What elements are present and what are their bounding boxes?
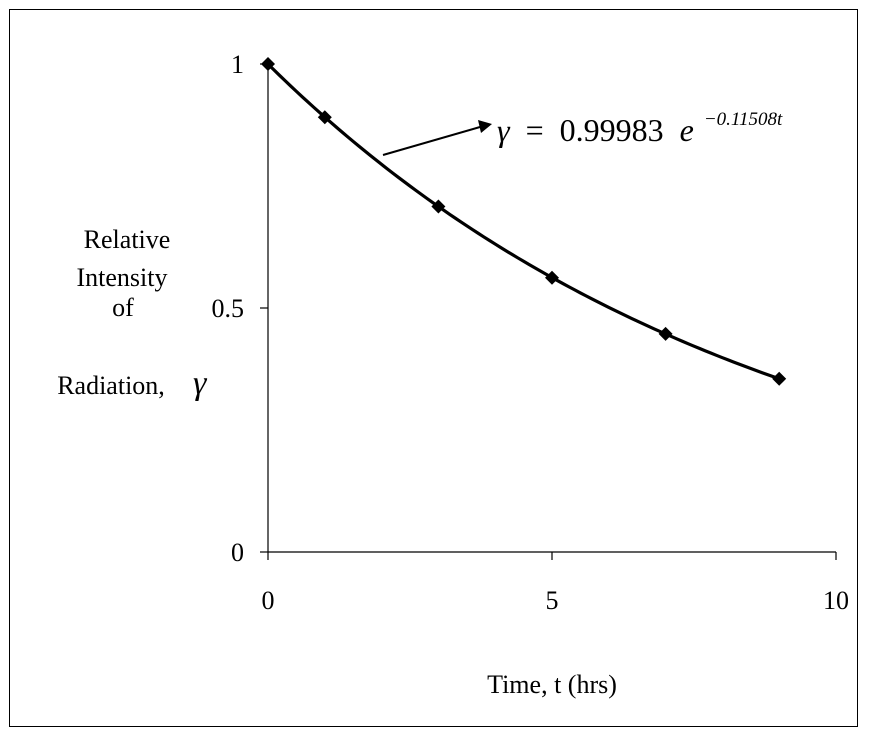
x-tick-label: 0 [262, 586, 275, 615]
y-axis-label-line-3: of [112, 293, 134, 322]
equation-coefficient: 0.99983 [560, 112, 664, 148]
y-axis-label-symbol: γ [193, 365, 208, 402]
equation-lhs: γ [497, 112, 511, 148]
y-axis-label-line-2: Intensity [77, 263, 168, 292]
data-point [658, 326, 673, 341]
y-tick-label: 0 [231, 538, 244, 567]
data-point [545, 270, 559, 285]
equation-arrow-line [382, 126, 481, 156]
data-points [261, 57, 787, 386]
x-axis-label: Time, t (hrs) [487, 670, 617, 699]
equation-base: e [680, 112, 694, 148]
y-axis-label-line-1: Relative [84, 225, 171, 254]
equation-label: γ = 0.99983 e −0.11508t [497, 109, 783, 148]
x-tick-label: 5 [546, 586, 559, 615]
equation-equals: = [526, 112, 544, 148]
y-tick-label: 0.5 [212, 294, 245, 323]
fit-curve-group [266, 62, 780, 381]
data-point [431, 199, 446, 214]
data-point [772, 371, 787, 386]
data-point [317, 110, 332, 125]
equation-arrowhead [478, 120, 492, 133]
chart-frame [9, 9, 858, 727]
fit-curve [266, 62, 780, 381]
data-point [261, 57, 275, 71]
y-tick-label: 1 [231, 50, 244, 79]
equation-exponent: −0.11508t [704, 109, 783, 130]
x-tick-label: 10 [823, 586, 849, 615]
y-axis-label-line-4: Radiation, [57, 371, 165, 400]
